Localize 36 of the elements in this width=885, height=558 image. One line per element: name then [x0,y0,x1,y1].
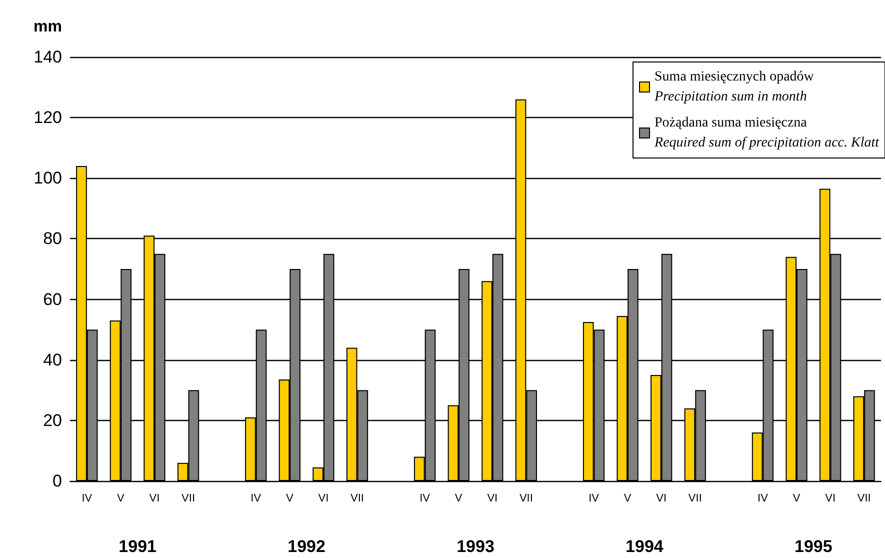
text: 1993 [456,537,494,556]
x-tick-label: VII [350,492,364,504]
x-tick-label: V [117,492,126,504]
y-tick-label: 40 [43,350,62,370]
x-tick-label: IV [250,492,262,504]
y-tick-label: 140 [34,48,62,66]
x-tick-label: VI [656,492,667,504]
x-tick-label: IV [420,492,431,504]
x-tick-label: IV [758,492,769,504]
legend-label: Suma miesięcznych opadów Precipitation sum in month [654,70,815,104]
y-tick-label: 0 [52,472,62,490]
text: 1991 [118,537,156,556]
x-tick-label: VII [519,492,533,504]
x-tick-label: V [286,492,294,504]
y-tick-label: 60 [43,290,62,309]
x-tick-label: IV [82,492,93,504]
text: 1995 [794,537,832,556]
x-tick-label: VII [857,492,871,504]
x-tick-label: VI [487,492,498,504]
x-tick-label: V [454,492,463,504]
text: 1994 [626,537,664,556]
x-tick-label: V [624,492,632,504]
text: 1992 [288,537,326,556]
y-tick-label: 120 [34,108,62,128]
x-tick-label: VII [688,492,702,504]
x-tick-label: IV [588,492,600,504]
x-tick-label: V [792,492,801,504]
y-tick-label: 20 [43,410,62,430]
x-tick-label: VI [825,492,836,504]
y-tick-label: 100 [34,168,62,188]
y-axis-title: mm [34,18,62,36]
legend-label: Pożądana suma miesięczna Required sum of precipitation acc. Klatt [654,116,880,150]
x-tick-label: VII [182,492,195,504]
y-tick-label: 80 [43,229,62,248]
x-tick-label: VI [318,492,329,504]
x-tick-label: VI [149,492,160,504]
